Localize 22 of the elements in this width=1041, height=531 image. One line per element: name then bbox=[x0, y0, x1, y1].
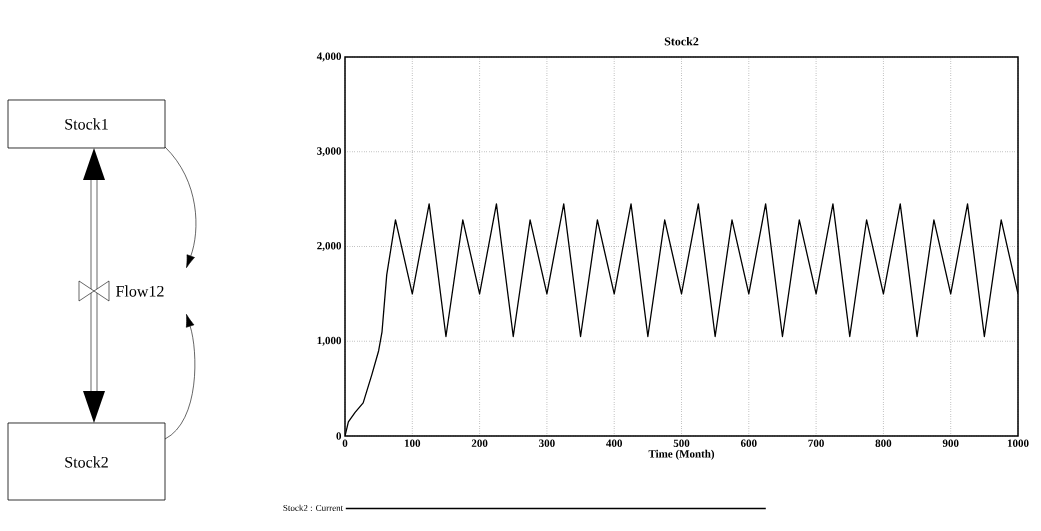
y-tick-label: 4,000 bbox=[316, 52, 342, 62]
text: Stock2 bbox=[65, 456, 108, 468]
x-tick-label: 600 bbox=[740, 439, 757, 447]
y-tick-label: 2,000 bbox=[317, 242, 342, 252]
x-axis-title: Time (Month) bbox=[648, 449, 715, 460]
chart-title: Stock2 bbox=[664, 37, 699, 46]
text: Stock2 : Current bbox=[283, 504, 344, 511]
x-tick-label: 700 bbox=[808, 439, 824, 447]
text: Flow12 bbox=[115, 285, 164, 297]
x-tick-label: 900 bbox=[942, 439, 959, 447]
x-tick-label: 1000 bbox=[1007, 439, 1029, 447]
text: Stock1 bbox=[65, 118, 108, 130]
x-tick-label: 400 bbox=[606, 439, 623, 447]
x-tick-label: 500 bbox=[673, 439, 690, 447]
x-tick-label: 100 bbox=[404, 439, 421, 447]
x-tick-label: 300 bbox=[539, 439, 555, 447]
y-tick-label: 1,000 bbox=[317, 336, 342, 346]
x-tick-label: 0 bbox=[342, 439, 348, 447]
y-tick-label: 3,000 bbox=[317, 147, 342, 157]
x-tick-label: 800 bbox=[875, 439, 892, 447]
y-tick-label: 0 bbox=[336, 432, 342, 440]
x-tick-label: 200 bbox=[471, 439, 488, 447]
